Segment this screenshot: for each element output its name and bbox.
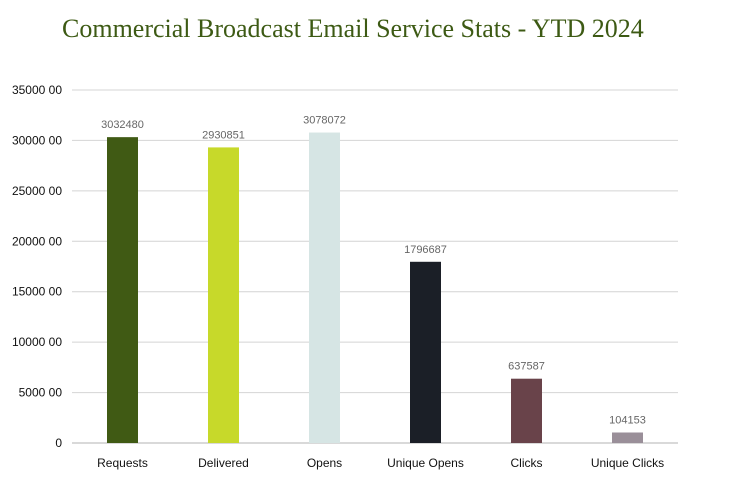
- x-tick-label: Clicks: [511, 456, 543, 470]
- x-axis-labels: Requests Delivered Opens Unique Opens Clicks…: [97, 456, 664, 470]
- y-axis-ticks: 0 5000 00 10000 00 15000 00 20000 00 25000 00…: [12, 83, 62, 450]
- bar-clicks: [511, 378, 542, 443]
- y-tick-label: 0: [55, 436, 62, 450]
- x-tick-label: Requests: [97, 456, 148, 470]
- y-tick-label: 30000 00: [12, 133, 62, 147]
- y-tick-label: 15000 00: [12, 285, 62, 299]
- bar-requests: [107, 137, 138, 444]
- x-tick-label: Opens: [307, 456, 342, 470]
- data-label: 637587: [508, 361, 545, 373]
- bar-unique-opens: [410, 261, 441, 443]
- data-label: 2930851: [202, 129, 245, 141]
- y-tick-label: 5000 00: [19, 386, 63, 400]
- bar-opens: [309, 132, 340, 444]
- gridlines: [72, 89, 678, 444]
- data-labels: 3032480 2930851 3078072 1796687 637587 104153: [101, 115, 646, 427]
- x-tick-label: Unique Clicks: [591, 456, 664, 470]
- y-tick-label: 35000 00: [12, 83, 62, 97]
- x-tick-label: Delivered: [198, 456, 249, 470]
- data-label: 3032480: [101, 119, 144, 131]
- bar-delivered: [208, 147, 239, 443]
- bars: [107, 132, 643, 444]
- y-tick-label: 10000 00: [12, 335, 62, 349]
- data-label: 1796687: [404, 244, 447, 256]
- y-tick-label: 20000 00: [12, 234, 62, 248]
- x-tick-label: Unique Opens: [387, 456, 464, 470]
- data-label: 104153: [609, 414, 646, 426]
- chart-title: Commercial Broadcast Email Service Stats…: [62, 14, 644, 43]
- bar-unique-clicks: [612, 432, 643, 443]
- data-label: 3078072: [303, 115, 346, 127]
- y-tick-label: 25000 00: [12, 184, 62, 198]
